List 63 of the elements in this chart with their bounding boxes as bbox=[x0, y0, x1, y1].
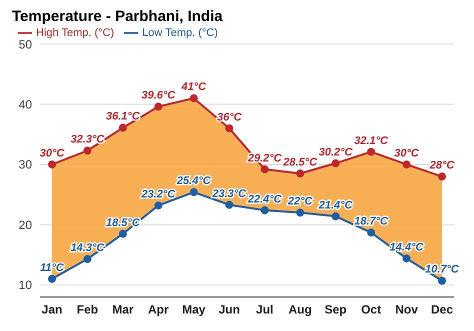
point bbox=[118, 124, 127, 132]
point bbox=[118, 230, 127, 238]
data-label: 30°C bbox=[394, 147, 420, 160]
point bbox=[83, 146, 92, 155]
data-label: 23.3°C bbox=[211, 188, 248, 200]
legend-label: High Temp. (°C) bbox=[36, 26, 114, 39]
point bbox=[154, 201, 162, 210]
point bbox=[48, 160, 56, 168]
data-label: 39.6°C bbox=[141, 90, 176, 102]
legend-label: Low Temp. (°C) bbox=[142, 26, 218, 39]
point bbox=[260, 206, 269, 214]
point bbox=[225, 200, 234, 209]
y-tick-label: 10 bbox=[18, 278, 32, 292]
x-tick-label: Jun bbox=[218, 302, 240, 317]
data-label: 41°C bbox=[180, 81, 208, 94]
data-label: 22°C bbox=[286, 196, 314, 208]
data-label: 36.1°C bbox=[106, 110, 141, 123]
x-tick-label: Sep bbox=[324, 302, 347, 317]
y-tick-label: 20 bbox=[18, 218, 32, 232]
data-label: 25.4°C bbox=[176, 175, 212, 188]
y-tick-label: 40 bbox=[18, 98, 32, 112]
data-label: 21.4°C bbox=[318, 199, 354, 212]
x-tick-label: Feb bbox=[76, 302, 98, 317]
data-label: 36°C bbox=[216, 111, 243, 124]
point bbox=[154, 102, 162, 111]
data-label: 11°C bbox=[40, 262, 65, 274]
point bbox=[402, 254, 411, 262]
point bbox=[332, 212, 340, 220]
point bbox=[296, 208, 304, 217]
point bbox=[332, 159, 340, 168]
x-tick-label: May bbox=[182, 302, 206, 317]
point bbox=[296, 170, 304, 178]
y-tick-label: 30 bbox=[18, 158, 32, 172]
x-tick-label: Nov bbox=[395, 302, 418, 317]
x-tick-label: Mar bbox=[112, 302, 134, 317]
x-tick-label: Dec bbox=[430, 302, 454, 317]
point bbox=[190, 94, 198, 102]
data-label: 28°C bbox=[428, 160, 456, 172]
data-label: 30.2°C bbox=[318, 146, 354, 158]
x-tick-label: Oct bbox=[361, 302, 382, 317]
point bbox=[48, 274, 56, 283]
data-label: 30°C bbox=[40, 147, 66, 160]
point bbox=[190, 188, 198, 196]
data-label: 22.4°C bbox=[246, 193, 283, 206]
x-tick-label: Jul bbox=[256, 302, 274, 317]
data-label: 32.3°C bbox=[70, 134, 106, 146]
data-label: 32.1°C bbox=[354, 134, 390, 147]
point bbox=[83, 255, 92, 264]
point bbox=[225, 124, 234, 132]
x-tick-label: Apr bbox=[148, 302, 170, 317]
point bbox=[260, 165, 269, 174]
x-tick-label: Jan bbox=[42, 302, 62, 317]
point bbox=[367, 148, 376, 156]
data-label: 23.2°C bbox=[140, 188, 176, 200]
data-label: 18.7°C bbox=[354, 216, 390, 228]
y-tick-label: 50 bbox=[18, 37, 32, 52]
x-tick-label: Aug bbox=[288, 302, 312, 317]
point bbox=[367, 228, 376, 237]
point bbox=[438, 172, 446, 181]
point bbox=[438, 276, 446, 285]
chart-title: Temperature - Parbhani, India bbox=[12, 8, 224, 26]
point bbox=[402, 160, 411, 168]
data-label: 28.5°C bbox=[282, 156, 318, 169]
